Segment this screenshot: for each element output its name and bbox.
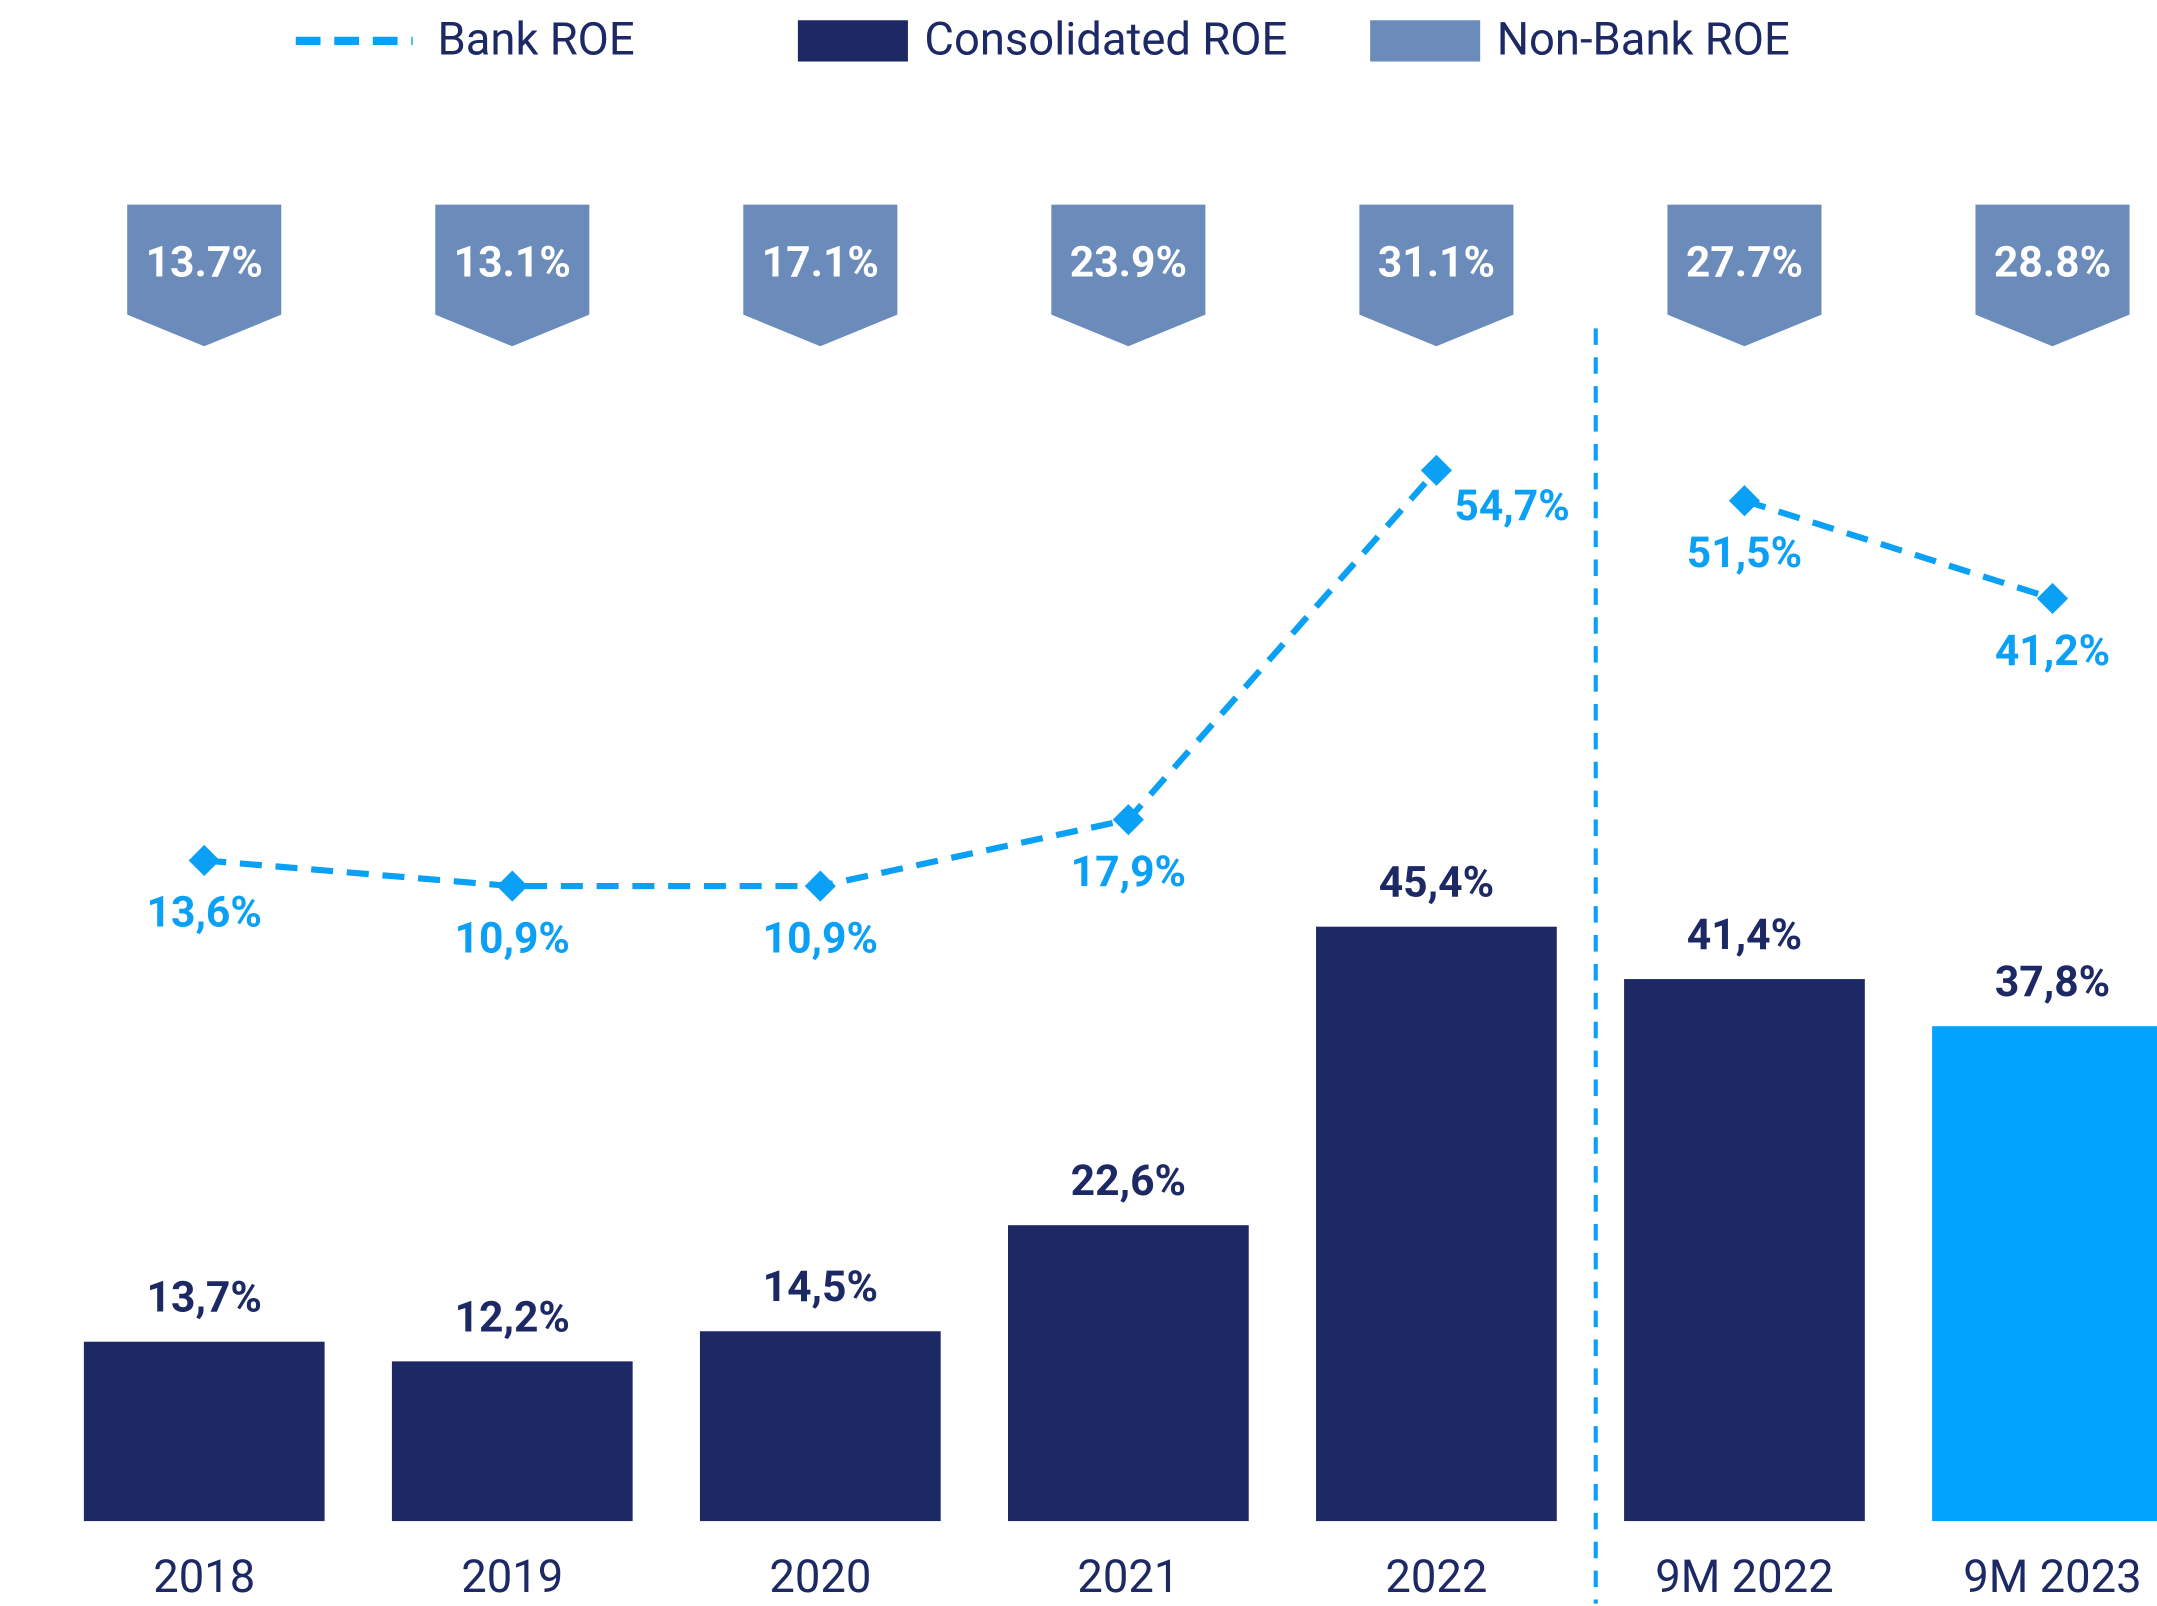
x-tick-label: 2019 [461, 1551, 563, 1604]
badge-label: 27.7% [1686, 237, 1803, 287]
legend-label: Consolidated ROE [924, 13, 1287, 66]
badge-label: 28.8% [1994, 237, 2111, 287]
badge [743, 204, 898, 347]
bar [1316, 926, 1557, 1522]
marker [188, 844, 220, 877]
badge [1667, 204, 1822, 347]
badge-label: 13.1% [454, 237, 571, 287]
bar-label: 12,2% [455, 1292, 570, 1342]
x-tick-label: 9M 2023 [1963, 1551, 2141, 1604]
badge-label: 13.7% [146, 237, 263, 287]
marker [1112, 804, 1144, 836]
bar [83, 1341, 325, 1522]
badge-label: 17.1% [762, 237, 879, 287]
badge-label: 23.9% [1070, 237, 1187, 287]
bar-label: 41,4% [1687, 910, 1802, 960]
x-tick-label: 2018 [153, 1551, 255, 1604]
marker [1420, 454, 1452, 486]
legend-swatch [1370, 20, 1481, 62]
x-tick-label: 2020 [769, 1551, 871, 1604]
legend-swatch [797, 20, 908, 62]
marker [2036, 582, 2069, 615]
line-label: 10,9% [455, 913, 570, 963]
badge [435, 204, 590, 347]
badge [127, 204, 282, 347]
marker [804, 870, 836, 902]
badge-label: 31.1% [1378, 237, 1495, 287]
bar [1624, 979, 1865, 1522]
bar [1932, 1026, 2157, 1522]
legend-label: Bank ROE [437, 13, 634, 66]
line [1743, 497, 2054, 602]
line-label: 51,5% [1687, 528, 1802, 578]
bar [391, 1361, 633, 1522]
bar-label: 45,4% [1379, 858, 1494, 908]
badge [1359, 204, 1514, 347]
bar-label: 37,8% [1995, 957, 2110, 1007]
x-tick-label: 2021 [1077, 1551, 1179, 1604]
x-tick-label: 9M 2022 [1655, 1551, 1833, 1604]
line-label: 54,7% [1454, 481, 1569, 531]
line-label: 17,9% [1071, 847, 1186, 897]
marker [496, 870, 528, 902]
bar-label: 22,6% [1071, 1156, 1186, 1206]
legend-label: Non-Bank ROE [1497, 13, 1790, 66]
line-label: 10,9% [763, 913, 878, 963]
badge [1051, 204, 1206, 347]
marker [1728, 485, 1761, 517]
bar-label: 14,5% [763, 1262, 878, 1312]
badge [1975, 204, 2130, 347]
line [203, 468, 1439, 890]
bar [1007, 1225, 1249, 1522]
bar-label: 13,7% [147, 1273, 262, 1323]
line-label: 13,6% [147, 888, 262, 938]
x-tick-label: 2022 [1385, 1551, 1487, 1604]
line-label: 41,2% [1995, 626, 2110, 676]
bar [699, 1331, 941, 1522]
